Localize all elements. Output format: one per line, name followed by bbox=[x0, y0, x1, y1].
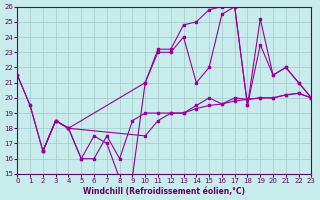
X-axis label: Windchill (Refroidissement éolien,°C): Windchill (Refroidissement éolien,°C) bbox=[84, 187, 245, 196]
